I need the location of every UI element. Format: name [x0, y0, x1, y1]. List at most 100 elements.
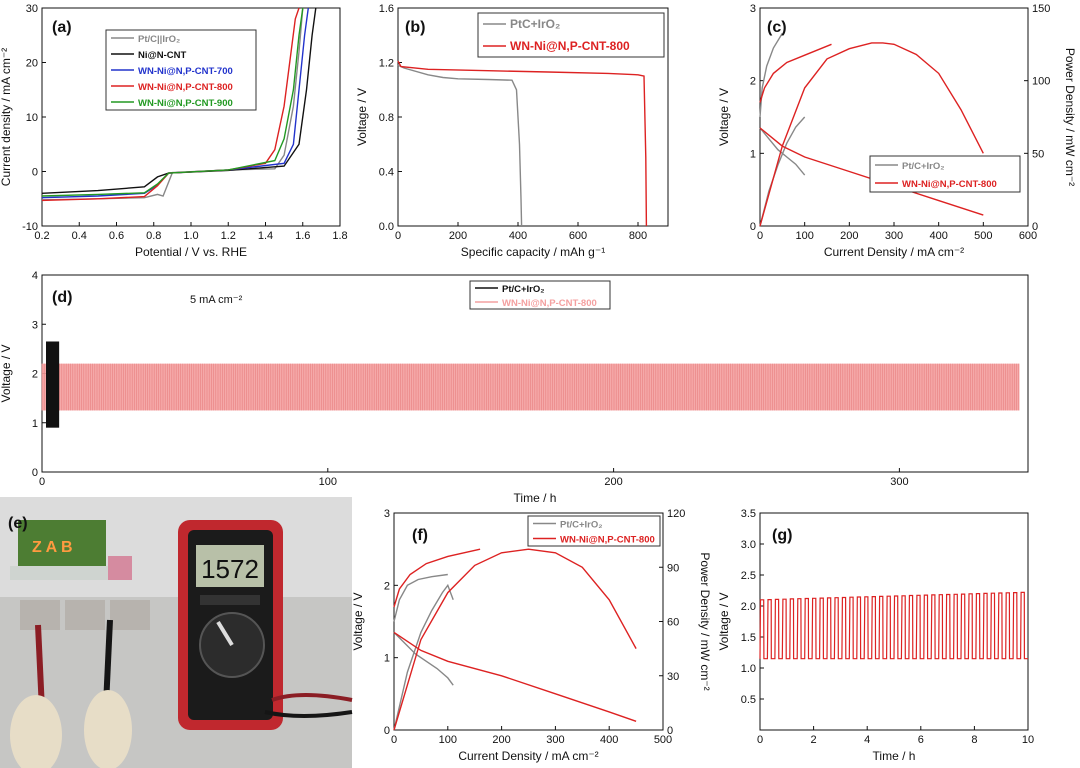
series-line-f-5 [393, 548, 637, 731]
y-tick-label: 0.0 [379, 221, 394, 233]
x-axis-label: Time / h [873, 749, 916, 763]
y-right-tick-label: 60 [667, 617, 679, 629]
x-tick-label: 1.6 [295, 230, 310, 242]
y-tick-label: 3 [384, 508, 390, 520]
y-tick-label: 0 [750, 221, 756, 233]
x-tick-label: 200 [492, 734, 510, 746]
y-tick-label: 1.5 [741, 632, 756, 644]
y-tick-label: 1.0 [741, 663, 756, 675]
series-line-f-0 [393, 631, 454, 686]
x-tick-label: 200 [604, 476, 622, 488]
legend-label: Pt/C+IrO₂ [502, 284, 545, 295]
series-line-b-0 [397, 64, 523, 227]
y-tick-label: -10 [22, 221, 38, 233]
y-right-tick-label: 0 [1032, 221, 1038, 233]
x-tick-label: 0.2 [34, 230, 49, 242]
y-axis-label: Voltage / V [717, 88, 731, 146]
y-tick-label: 3.5 [741, 508, 756, 520]
x-tick-label: 200 [840, 230, 858, 242]
y-tick-label: 0.8 [379, 112, 394, 124]
x-axis-label: Current Density / mA cm⁻² [458, 749, 598, 763]
x-axis-label: Time / h [514, 491, 557, 505]
x-tick-label: 0 [757, 734, 763, 746]
y-tick-label: 0.5 [741, 694, 756, 706]
x-tick-label: 300 [546, 734, 564, 746]
series-line-f-3 [393, 631, 637, 722]
x-tick-label: 1.2 [221, 230, 236, 242]
x-tick-label: 500 [654, 734, 672, 746]
y-axis-label: Voltage / V [0, 344, 13, 402]
legend-label: PtC+IrO₂ [510, 17, 560, 31]
x-tick-label: 4 [864, 734, 870, 746]
y-tick-label: 0 [32, 467, 38, 479]
x-axis-label: Current Density / mA cm⁻² [824, 245, 964, 259]
multimeter [178, 520, 353, 730]
y-tick-label: 1.6 [379, 3, 394, 15]
y-tick-label: 1 [32, 418, 38, 430]
panel-e-photo: Z A B 1572 (e) [0, 497, 353, 768]
x-tick-label: 100 [439, 734, 457, 746]
series-line-c-4 [759, 43, 832, 103]
y-axis-label: Voltage / V [351, 592, 365, 650]
y-tick-label: 0.4 [379, 167, 394, 179]
x-tick-label: 0 [395, 230, 401, 242]
x-tick-label: 0 [39, 476, 45, 488]
x-tick-label: 0 [757, 230, 763, 242]
series-line-c-5 [759, 42, 984, 227]
x-tick-label: 10 [1022, 734, 1034, 746]
panel-d: 0 100 200 300 0 1 2 3 4 Time / h Voltage / V Pt/C+I… [0, 270, 1029, 505]
series-line-b-1 [397, 60, 648, 227]
y-right-tick-label: 0 [667, 725, 673, 737]
y-axis-label: Voltage / V [355, 88, 369, 146]
y-right-axis-label: Power Density / mW cm⁻² [698, 552, 712, 690]
x-tick-label: 100 [795, 230, 813, 242]
y-tick-label: 1 [750, 148, 756, 160]
x-tick-label: 400 [929, 230, 947, 242]
x-tick-label: 400 [600, 734, 618, 746]
y-right-axis-label: Power Density / mW cm⁻² [1063, 48, 1077, 186]
x-tick-label: 8 [971, 734, 977, 746]
multimeter-reading: 1572 [201, 554, 259, 584]
y-right-tick-label: 90 [667, 562, 679, 574]
x-tick-label: 2 [811, 734, 817, 746]
y-tick-label: 20 [26, 58, 38, 70]
x-axis-label: Specific capacity / mAh g⁻¹ [461, 245, 605, 259]
x-tick-label: 500 [974, 230, 992, 242]
y-right-tick-label: 30 [667, 671, 679, 683]
series-line-a-4 [41, 7, 304, 197]
panel-c-tag: (c) [767, 19, 787, 36]
x-tick-label: 0.4 [72, 230, 87, 242]
panel-f-tag: (f) [412, 527, 428, 544]
x-tick-label: 6 [918, 734, 924, 746]
y-tick-label: 2 [384, 580, 390, 592]
x-tick-label: 600 [569, 230, 587, 242]
legend-label: Ni@N-CNT [138, 50, 187, 61]
legend-label: WN-Ni@N,P-CNT-900 [138, 98, 233, 109]
legend-label: Pt/C+IrO₂ [902, 161, 945, 172]
cycling-line-g [759, 591, 1028, 660]
y-tick-label: 2.5 [741, 570, 756, 582]
x-tick-label: 100 [319, 476, 337, 488]
series-line-f-4 [393, 548, 481, 608]
legend-label: WN-Ni@N,P-CNT-800 [502, 298, 597, 309]
x-tick-label: 200 [449, 230, 467, 242]
y-right-tick-label: 150 [1032, 3, 1050, 15]
x-tick-label: 0.6 [109, 230, 124, 242]
cycling-band-ptc [46, 341, 60, 428]
y-tick-label: 1.2 [379, 58, 394, 70]
legend-label: WN-Ni@N,P-CNT-800 [560, 535, 655, 546]
y-tick-label: 3.0 [741, 539, 756, 551]
legend-label: WN-Ni@N,P-CNT-800 [510, 39, 630, 53]
legend-label: WN-Ni@N,P-CNT-800 [138, 82, 233, 93]
legend-box [527, 515, 661, 547]
panel-d-annotation: 5 mA cm⁻² [190, 294, 243, 306]
legend-label: Pt/C||IrO₂ [138, 34, 180, 45]
y-tick-label: 4 [32, 270, 38, 282]
legend-label: Pt/C+IrO₂ [560, 520, 603, 531]
panel-b: 0 200 400 600 800 0.0 0.4 0.8 1.2 1.6 Specific cap… [355, 3, 669, 259]
cycling-band-wn800 [42, 363, 1020, 411]
y-right-tick-label: 50 [1032, 148, 1044, 160]
panel-a: 0.2 0.4 0.6 0.8 1.0 1.2 1.4 1.6 1.8 -10 0 10 20 30 Pot… [0, 3, 348, 259]
legend-label: WN-Ni@N,P-CNT-700 [138, 66, 233, 77]
